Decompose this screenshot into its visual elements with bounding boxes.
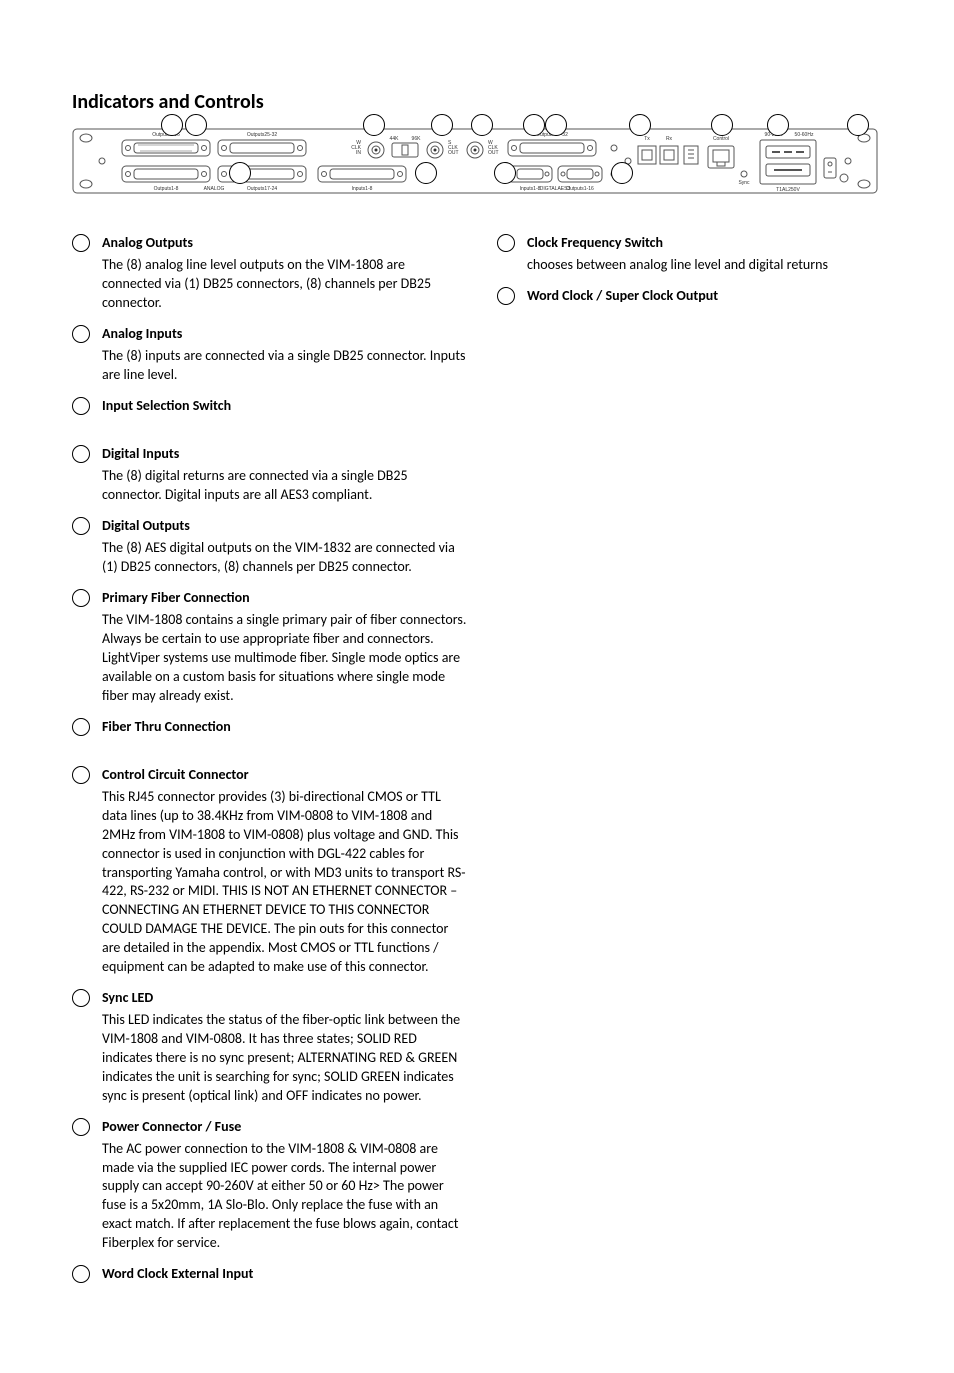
bullet-circle bbox=[72, 325, 90, 343]
label-sync: Sync bbox=[738, 180, 750, 186]
bullet-circle bbox=[72, 589, 90, 607]
label-50-60hz: 50-60Hz bbox=[795, 132, 814, 138]
item-body: The (8) AES digital outputs on the VIM-1… bbox=[102, 539, 467, 577]
bullet-circle bbox=[72, 766, 90, 784]
callout-circle bbox=[629, 114, 651, 136]
label-outputs1-16b: Outputs1-16 bbox=[566, 186, 594, 192]
label-rx: Rx bbox=[666, 136, 673, 142]
bullet-circle bbox=[72, 397, 90, 415]
two-column-content: Analog Outputs The (8) analog line level … bbox=[72, 234, 882, 1313]
panel-schematic: Outputs9-16 Outputs25-32 Outputs1-8 ANAL… bbox=[72, 128, 878, 196]
label-96k: 96K bbox=[412, 136, 422, 142]
item-title: Analog Outputs bbox=[102, 234, 467, 252]
callout-circle bbox=[545, 114, 567, 136]
definition-item: Word Clock External Input bbox=[72, 1265, 467, 1301]
callout-circle bbox=[415, 162, 437, 184]
item-body: This RJ45 connector provides (3) bi-dire… bbox=[102, 788, 467, 977]
definition-item: Fiber Thru Connection bbox=[72, 718, 467, 754]
label-wclk-in-3: IN bbox=[356, 150, 361, 156]
callout-circle bbox=[161, 114, 183, 136]
item-title: Sync LED bbox=[102, 989, 467, 1007]
callout-circle bbox=[185, 114, 207, 136]
item-title: Power Connector / Fuse bbox=[102, 1118, 467, 1136]
label-outputs1-8a: Outputs1-8 bbox=[154, 186, 179, 192]
definition-item: Input Selection Switch bbox=[72, 397, 467, 433]
bullet-circle bbox=[72, 989, 90, 1007]
callout-circle bbox=[767, 114, 789, 136]
label-outputs17-24: Outputs17-24 bbox=[247, 186, 278, 192]
callout-circle bbox=[431, 114, 453, 136]
item-title: Analog Inputs bbox=[102, 325, 467, 343]
rear-panel-diagram: Outputs9-16 Outputs25-32 Outputs1-8 ANAL… bbox=[72, 118, 878, 202]
definition-item: Analog Outputs The (8) analog line level … bbox=[72, 234, 467, 313]
label-wclk-out-3: OUT bbox=[488, 150, 499, 156]
definition-item: Power Connector / Fuse The AC power conne… bbox=[72, 1118, 467, 1254]
item-title: Control Circuit Connector bbox=[102, 766, 467, 784]
label-tx: Tx bbox=[644, 136, 650, 142]
callout-circle bbox=[471, 114, 493, 136]
bullet-circle bbox=[497, 234, 515, 252]
definition-item: Digital Outputs The (8) AES digital outpu… bbox=[72, 517, 467, 577]
item-body: This LED indicates the status of the fib… bbox=[102, 1011, 467, 1105]
bullet-circle bbox=[72, 517, 90, 535]
section-heading: Indicators and Controls bbox=[72, 90, 882, 114]
callout-circle bbox=[229, 162, 251, 184]
item-title: Word Clock External Input bbox=[102, 1265, 467, 1283]
spacer bbox=[102, 740, 467, 754]
item-title: Primary Fiber Connection bbox=[102, 589, 467, 607]
item-body: chooses between analog line level and di… bbox=[527, 256, 853, 275]
definition-item: Sync LED This LED indicates the status of… bbox=[72, 989, 467, 1106]
item-title: Word Clock / Super Clock Output bbox=[527, 287, 853, 305]
bullet-circle bbox=[497, 287, 515, 305]
bullet-circle bbox=[72, 445, 90, 463]
item-title: Clock Frequency Switch bbox=[527, 234, 853, 252]
label-inputs1-8a: Inputs1-8 bbox=[352, 186, 373, 192]
definition-item: Word Clock / Super Clock Output bbox=[497, 287, 853, 323]
label-sclk-3: OUT bbox=[448, 150, 459, 156]
bullet-circle bbox=[72, 1265, 90, 1283]
label-44k: 44K bbox=[390, 136, 400, 142]
definition-item: Control Circuit Connector This RJ45 conne… bbox=[72, 766, 467, 977]
spacer bbox=[527, 309, 853, 323]
spacer bbox=[102, 1287, 467, 1301]
item-title: Fiber Thru Connection bbox=[102, 718, 467, 736]
right-column: Clock Frequency Switch chooses between an… bbox=[497, 234, 853, 1313]
document-page: Indicators and Controls bbox=[0, 0, 954, 1373]
item-body: The (8) digital returns are connected vi… bbox=[102, 467, 467, 505]
definition-item: Analog Inputs The (8) inputs are connecte… bbox=[72, 325, 467, 385]
callout-circle bbox=[611, 162, 633, 184]
left-column: Analog Outputs The (8) analog line level … bbox=[72, 234, 467, 1313]
callout-circle bbox=[847, 114, 869, 136]
label-control: Control bbox=[713, 136, 729, 142]
callout-circle bbox=[494, 162, 516, 184]
definition-item: Primary Fiber Connection The VIM-1808 con… bbox=[72, 589, 467, 706]
item-body: The AC power connection to the VIM-1808 … bbox=[102, 1140, 467, 1253]
definition-item: Digital Inputs The (8) digital returns ar… bbox=[72, 445, 467, 505]
item-title: Input Selection Switch bbox=[102, 397, 467, 415]
bullet-circle bbox=[72, 1118, 90, 1136]
callout-circle bbox=[363, 114, 385, 136]
label-inputs1-8b: Inputs1-8 bbox=[520, 186, 541, 192]
bullet-circle bbox=[72, 234, 90, 252]
item-title: Digital Outputs bbox=[102, 517, 467, 535]
label-outputs25-32: Outputs25-32 bbox=[247, 132, 278, 138]
item-title: Digital Inputs bbox=[102, 445, 467, 463]
bullet-circle bbox=[72, 718, 90, 736]
spacer bbox=[102, 419, 467, 433]
item-body: The VIM-1808 contains a single primary p… bbox=[102, 611, 467, 705]
item-body: The (8) analog line level outputs on the… bbox=[102, 256, 467, 313]
item-body: The (8) inputs are connected via a singl… bbox=[102, 347, 467, 385]
label-fuse: T1AL250V bbox=[776, 187, 800, 193]
callout-circle bbox=[523, 114, 545, 136]
definition-item: Clock Frequency Switch chooses between an… bbox=[497, 234, 853, 275]
label-analog: ANALOG bbox=[204, 186, 225, 192]
callout-circle bbox=[711, 114, 733, 136]
